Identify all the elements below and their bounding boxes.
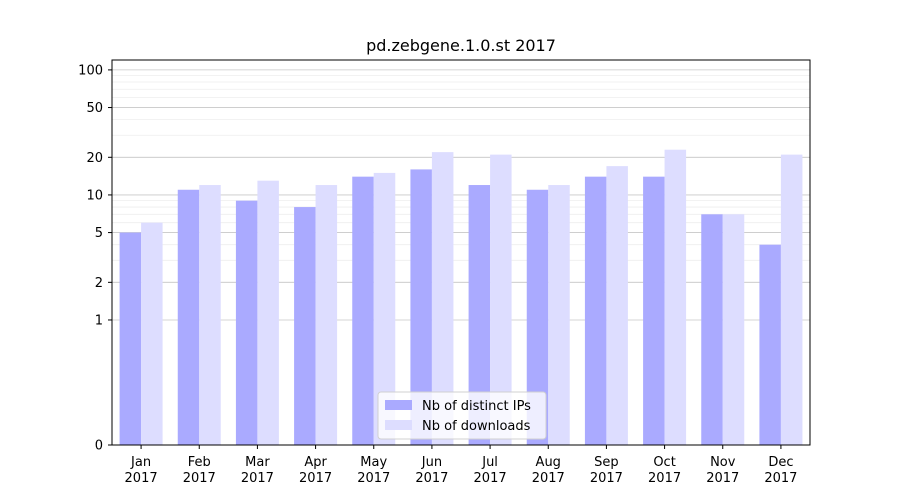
- y-tick-label: 0: [95, 439, 103, 454]
- bar-distinct-ips: [759, 244, 781, 445]
- x-tick-label: Oct 2017: [648, 455, 681, 486]
- bar-downloads: [315, 185, 338, 445]
- legend-label-downloads: Nb of downloads: [422, 419, 531, 434]
- bar-downloads: [490, 154, 512, 446]
- bar-distinct-ips: [235, 200, 258, 445]
- bar-downloads: [431, 152, 454, 445]
- bar-distinct-ips: [177, 189, 200, 445]
- bar-distinct-ips: [468, 185, 491, 445]
- bar-distinct-ips: [294, 207, 316, 445]
- y-tick-label: 1: [95, 313, 103, 328]
- y-tick-label: 50: [86, 101, 103, 116]
- bar-downloads: [664, 149, 687, 446]
- x-tick-label: Apr 2017: [299, 455, 332, 486]
- bar-distinct-ips: [643, 176, 665, 445]
- bar-distinct-ips: [410, 169, 432, 445]
- legend-swatch-distinct-ips: [385, 400, 412, 410]
- x-tick-label: May 2017: [357, 455, 390, 486]
- bar-distinct-ips: [701, 214, 723, 445]
- plot-frame: [111, 59, 811, 446]
- bar-distinct-ips: [119, 232, 142, 445]
- x-tick-label: Dec 2017: [764, 455, 797, 486]
- bar-distinct-ips: [352, 176, 374, 445]
- legend-box: [377, 391, 547, 440]
- bar-downloads: [141, 222, 163, 445]
- x-tick-label: Jul 2017: [474, 455, 507, 486]
- x-tick-label: Jun 2017: [415, 455, 448, 486]
- bar-downloads: [606, 166, 628, 445]
- x-tick-label: Jan 2017: [125, 455, 158, 486]
- y-tick-label: 2: [95, 276, 103, 291]
- x-tick-label: Aug 2017: [532, 455, 565, 486]
- axis-layer: 0 1 2 5 10 20 50 100 Jan 2017 Feb 2017 Mar 2017 Apr 201…: [78, 59, 811, 486]
- bar-downloads: [257, 180, 279, 445]
- bar-distinct-ips: [526, 189, 549, 445]
- y-tick-label: 100: [78, 63, 103, 78]
- x-tick-label: Feb 2017: [183, 455, 216, 486]
- x-tick-label: Nov 2017: [706, 455, 739, 486]
- legend: Nb of distinct IPs Nb of downloads: [377, 391, 547, 440]
- x-tick-label: Sep 2017: [590, 455, 623, 486]
- bar-distinct-ips: [584, 176, 607, 445]
- legend-label-distinct-ips: Nb of distinct IPs: [422, 399, 531, 414]
- chart-title: pd.zebgene.1.0.st 2017: [366, 36, 556, 55]
- x-tick-label: Mar 2017: [241, 455, 274, 486]
- bar-downloads: [373, 172, 396, 445]
- y-tick-label: 20: [86, 151, 103, 166]
- bars-layer: [119, 149, 803, 446]
- bar-downloads: [722, 214, 745, 445]
- bar-downloads: [199, 185, 221, 445]
- bar-downloads: [780, 154, 803, 446]
- y-tick-label: 10: [86, 188, 103, 203]
- y-tick-label: 5: [95, 226, 103, 241]
- legend-swatch-downloads: [385, 420, 412, 430]
- grid-layer: [112, 69, 810, 446]
- bar-downloads: [548, 185, 570, 445]
